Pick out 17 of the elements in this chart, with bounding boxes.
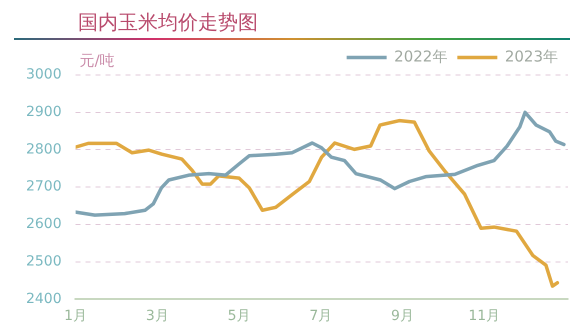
y-tick-label: 3000 [26,66,62,83]
x-tick-label: 1月 [64,308,88,324]
y-tick-label: 2500 [26,253,62,270]
x-tick-label: 7月 [309,308,332,324]
y-tick-label: 2900 [26,104,62,120]
y-tick-label: 2800 [26,141,62,158]
legend-label: 2023年 [504,47,558,66]
chart-title: 国内玉米均价走势图 [77,9,259,36]
y-tick-label: 2600 [26,216,62,232]
x-tick-label: 3月 [146,308,169,324]
y-tick-label: 2400 [26,290,62,307]
x-tick-label: 5月 [228,308,251,324]
y-axis-title: 元/吨 [80,51,115,70]
y-tick-label: 2700 [26,178,62,195]
x-tick-label: 9月 [391,308,414,324]
x-tick-label: 11月 [468,308,500,324]
legend-label: 2022年 [394,47,448,66]
